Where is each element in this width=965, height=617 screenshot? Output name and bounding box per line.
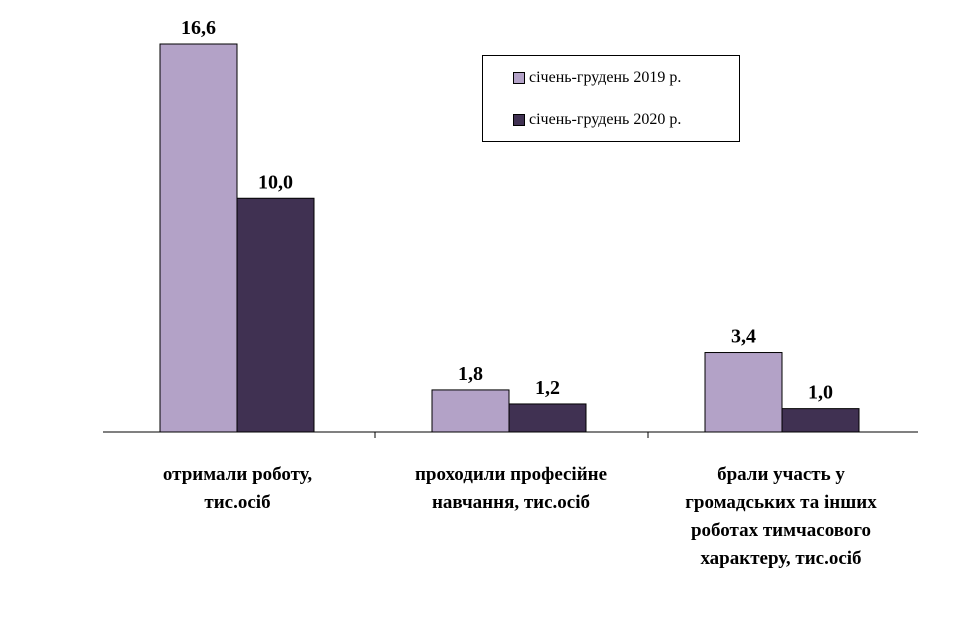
bar-2020-cat0 [236,197,315,433]
legend-label-2020: січень-грудень 2020 р. [529,111,682,128]
legend: січень-грудень 2019 р. січень-грудень 20… [482,55,740,142]
data-label-2019-cat1: 1,8 [458,363,483,385]
data-label-2019-cat0: 16,6 [181,17,216,39]
data-label-2019-cat2: 3,4 [731,326,756,348]
data-label-2020-cat1: 1,2 [535,377,560,399]
legend-label-2019: січень-грудень 2019 р. [529,69,682,86]
data-label-2020-cat2: 1,0 [808,382,833,404]
category-label-training: проходили професійне навчання, тис.осіб [414,464,608,513]
legend-swatch-2020 [513,114,525,126]
bar-2019-cat1 [431,389,510,433]
category-label-employed: отримали роботу, тис.осіб [162,464,313,513]
legend-item-2019: січень-грудень 2019 р. [513,69,681,87]
bar-2020-cat2 [781,408,860,433]
bar-2020-cat1 [508,403,587,433]
bar-2019-cat2 [704,352,783,433]
legend-swatch-2019 [513,72,525,84]
category-label-public-works: брали участь у громадських та інших робо… [685,464,877,569]
data-label-2020-cat0: 10,0 [258,171,293,193]
bar-2019-cat0 [159,43,238,433]
legend-item-2020: січень-грудень 2020 р. [513,111,681,129]
